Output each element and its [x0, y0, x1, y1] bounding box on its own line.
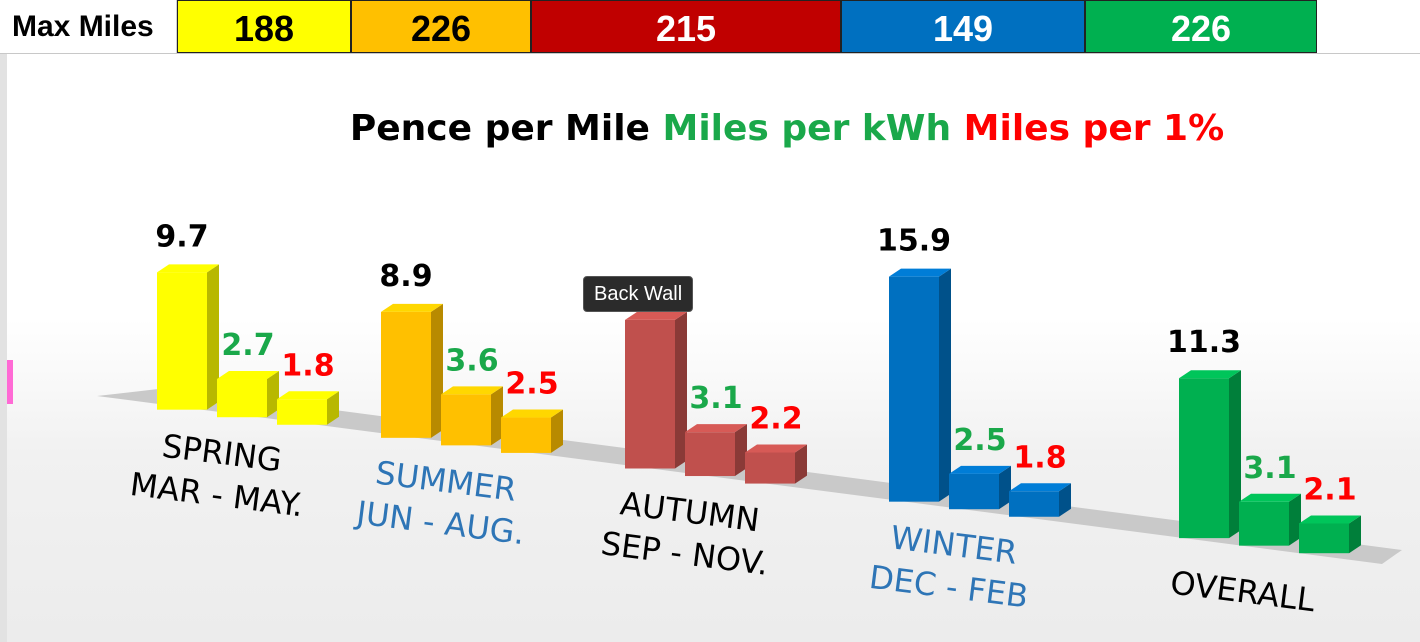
data-label: 3.1	[1243, 451, 1296, 486]
bar-side-face	[1229, 370, 1241, 539]
bar-side-face	[939, 268, 951, 502]
bar-front-face	[1299, 523, 1349, 554]
bar-mar-may--series-1[interactable]	[217, 371, 279, 418]
chart-title: Pence per Mile Miles per kWh Miles per 1…	[350, 108, 1224, 149]
bar-front-face	[277, 399, 327, 425]
data-label: 2.7	[221, 328, 274, 363]
category-label-line2: OVERALL	[1168, 563, 1317, 619]
bar-top-face	[745, 444, 807, 453]
bar-top-face	[277, 391, 339, 400]
bar-dec-feb-series-2[interactable]	[1009, 483, 1071, 517]
bar-mar-may--series-0[interactable]	[157, 264, 219, 410]
bar-front-face	[157, 272, 207, 410]
max-miles-overall-cell[interactable]: 226	[1085, 0, 1317, 53]
data-label: 2.5	[953, 423, 1006, 458]
bar-front-face	[685, 432, 735, 477]
bar-side-face	[327, 391, 339, 425]
bar-front-face	[1239, 501, 1289, 546]
max-miles-label[interactable]: Max Miles	[0, 0, 177, 53]
bar-front-face	[1009, 491, 1059, 517]
chart-title-part-0: Pence per Mile	[350, 108, 650, 149]
bar-side-face	[675, 311, 687, 469]
bar-front-face	[889, 276, 939, 502]
bar-front-face	[381, 311, 431, 438]
bar-sep-nov--series-1[interactable]	[685, 424, 747, 477]
bar-side-face	[999, 465, 1011, 510]
bar-top-face	[1239, 493, 1301, 502]
bar-side-face	[1349, 515, 1361, 554]
bar-side-face	[207, 264, 219, 410]
max-miles-autumn-cell[interactable]: 215	[531, 0, 841, 53]
bar-top-face	[685, 424, 747, 433]
bar-front-face	[1179, 378, 1229, 539]
bar-front-face	[625, 319, 675, 469]
bar-top-face	[157, 264, 219, 273]
max-miles-winter-cell[interactable]: 149	[841, 0, 1085, 53]
bar-top-face	[1299, 515, 1361, 524]
bar-sep-nov--series-2[interactable]	[745, 444, 807, 484]
bar-top-face	[889, 268, 951, 277]
data-label: 1.8	[281, 348, 334, 383]
bar-side-face	[431, 303, 443, 438]
bar-side-face	[735, 424, 747, 477]
data-label: 8.9	[379, 259, 432, 294]
chart-title-part-1: Miles per kWh	[650, 108, 951, 149]
data-label: 3.1	[689, 381, 742, 416]
bar-jun-aug--series-1[interactable]	[441, 386, 503, 446]
category-label-group: OVERALL	[1168, 563, 1317, 619]
bar-front-face	[441, 394, 491, 446]
back-wall-tooltip: Back Wall	[583, 276, 694, 312]
max-miles-spring-cell[interactable]: 188	[177, 0, 351, 53]
bar-front-face	[949, 473, 999, 510]
chart-area[interactable]: 9.7 2.7 1.8 SPRING MAR - MAY. 8.9 3.6 2.5 SUMMER…	[0, 54, 1420, 642]
bar-dec-feb-series-0[interactable]	[889, 268, 951, 502]
bar-side-face	[551, 409, 563, 453]
bar-dec-feb-series-1[interactable]	[949, 465, 1011, 510]
row-marker	[7, 360, 13, 404]
bar-top-face	[625, 311, 687, 320]
bar-side-face	[491, 386, 503, 446]
bar-side-face	[1289, 493, 1301, 546]
bar-side-face	[795, 444, 807, 484]
bar-top-face	[1179, 370, 1241, 379]
data-label: 15.9	[877, 224, 951, 259]
empty-cell[interactable]	[1317, 0, 1420, 53]
bar-top-face	[381, 303, 443, 312]
max-miles-row: Max Miles 188 226 215 149 226	[0, 0, 1420, 54]
bar-side-face	[1059, 483, 1071, 517]
bar-jun-aug--series-0[interactable]	[381, 303, 443, 438]
data-label: 2.5	[505, 367, 558, 402]
bar-top-face	[1009, 483, 1071, 492]
bar-front-face	[745, 452, 795, 484]
bar-mar-may--series-2[interactable]	[277, 391, 339, 425]
bar-top-face	[217, 371, 279, 380]
data-label: 3.6	[445, 343, 498, 378]
bar-top-face	[949, 465, 1011, 474]
data-label: 2.1	[1303, 472, 1356, 507]
bar-overall-series-1[interactable]	[1239, 493, 1301, 546]
bar-sep-nov--series-0[interactable]	[625, 311, 687, 469]
data-label: 11.3	[1167, 325, 1241, 360]
bar-top-face	[441, 386, 503, 395]
bar-side-face	[267, 371, 279, 418]
bar-jun-aug--series-2[interactable]	[501, 409, 563, 453]
data-label: 2.2	[749, 401, 802, 436]
data-label: 9.7	[155, 219, 208, 254]
bar-overall-series-0[interactable]	[1179, 370, 1241, 539]
bar-top-face	[501, 409, 563, 418]
max-miles-summer-cell[interactable]: 226	[351, 0, 531, 53]
bar-overall-series-2[interactable]	[1299, 515, 1361, 554]
bar-front-face	[501, 417, 551, 453]
chart-title-part-2: Miles per 1%	[951, 108, 1224, 149]
data-label: 1.8	[1013, 440, 1066, 475]
bar-front-face	[217, 379, 267, 418]
